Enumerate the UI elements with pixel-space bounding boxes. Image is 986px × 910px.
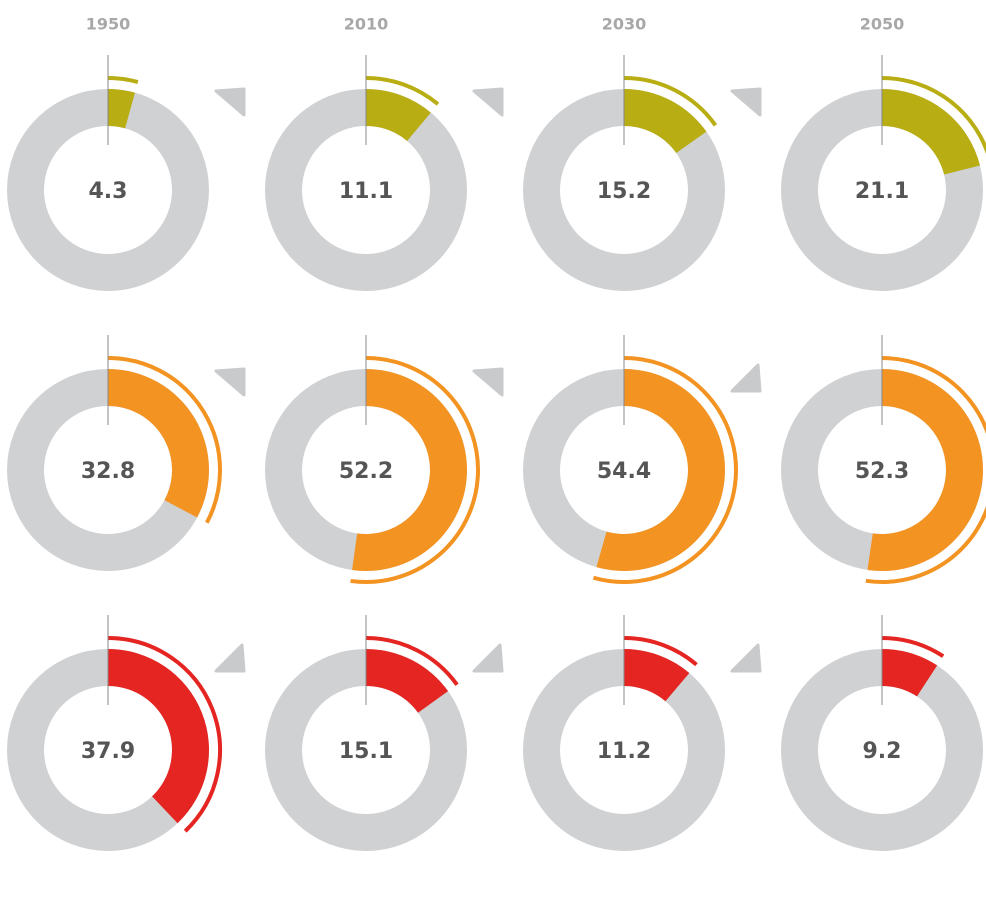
- value-label: 32.8: [81, 459, 135, 484]
- donut-segment: [596, 369, 726, 571]
- donut-outer-arc: [365, 636, 459, 686]
- donut-segment: [624, 649, 690, 702]
- value-label: 4.3: [89, 179, 128, 204]
- donut-outer-arc: [592, 356, 738, 584]
- donut-outer-arc: [865, 356, 986, 584]
- trend-arrow: [472, 367, 504, 397]
- donut-outer-arc: [881, 636, 945, 658]
- value-label: 15.2: [597, 179, 651, 204]
- donut-outer-arc: [107, 356, 222, 524]
- donut-segment: [108, 649, 209, 824]
- donut-segment: [882, 649, 938, 697]
- donut-segment: [352, 369, 467, 572]
- value-label: 21.1: [855, 179, 909, 204]
- trend-arrow: [730, 87, 762, 117]
- trend-arrow: [472, 643, 504, 673]
- value-label: 52.2: [339, 459, 393, 484]
- donut-outer-arc: [107, 636, 222, 833]
- trend-arrow: [214, 87, 246, 117]
- value-label: 54.4: [597, 459, 651, 484]
- donut-outer-arc: [365, 76, 440, 106]
- value-label: 52.3: [855, 459, 909, 484]
- trend-arrow: [214, 367, 246, 397]
- donut-outer-arc: [881, 76, 986, 155]
- year-label: 2050: [860, 15, 905, 34]
- donut-outer-arc: [623, 76, 718, 127]
- value-label: 11.2: [597, 739, 651, 764]
- trend-arrow: [730, 643, 762, 673]
- donut-outer-arc: [107, 76, 139, 84]
- donut-outer-arc: [623, 636, 698, 667]
- value-label: 15.1: [339, 739, 393, 764]
- year-label: 2010: [344, 15, 389, 34]
- donut-segment: [366, 89, 431, 141]
- year-label: 2030: [602, 15, 647, 34]
- donut-segment: [108, 369, 209, 518]
- trend-arrow: [472, 87, 504, 117]
- year-label: 1950: [86, 15, 131, 34]
- donut-outer-arc: [350, 356, 480, 584]
- donut-segment: [867, 369, 983, 571]
- donut-segment: [108, 89, 135, 129]
- donut-segment: [624, 89, 707, 154]
- trend-arrow: [214, 643, 246, 673]
- donut-segment: [882, 89, 980, 175]
- value-label: 11.1: [339, 179, 393, 204]
- value-label: 9.2: [863, 739, 902, 764]
- value-label: 37.9: [81, 739, 135, 764]
- donut-segment: [366, 649, 449, 713]
- trend-arrow: [730, 363, 762, 393]
